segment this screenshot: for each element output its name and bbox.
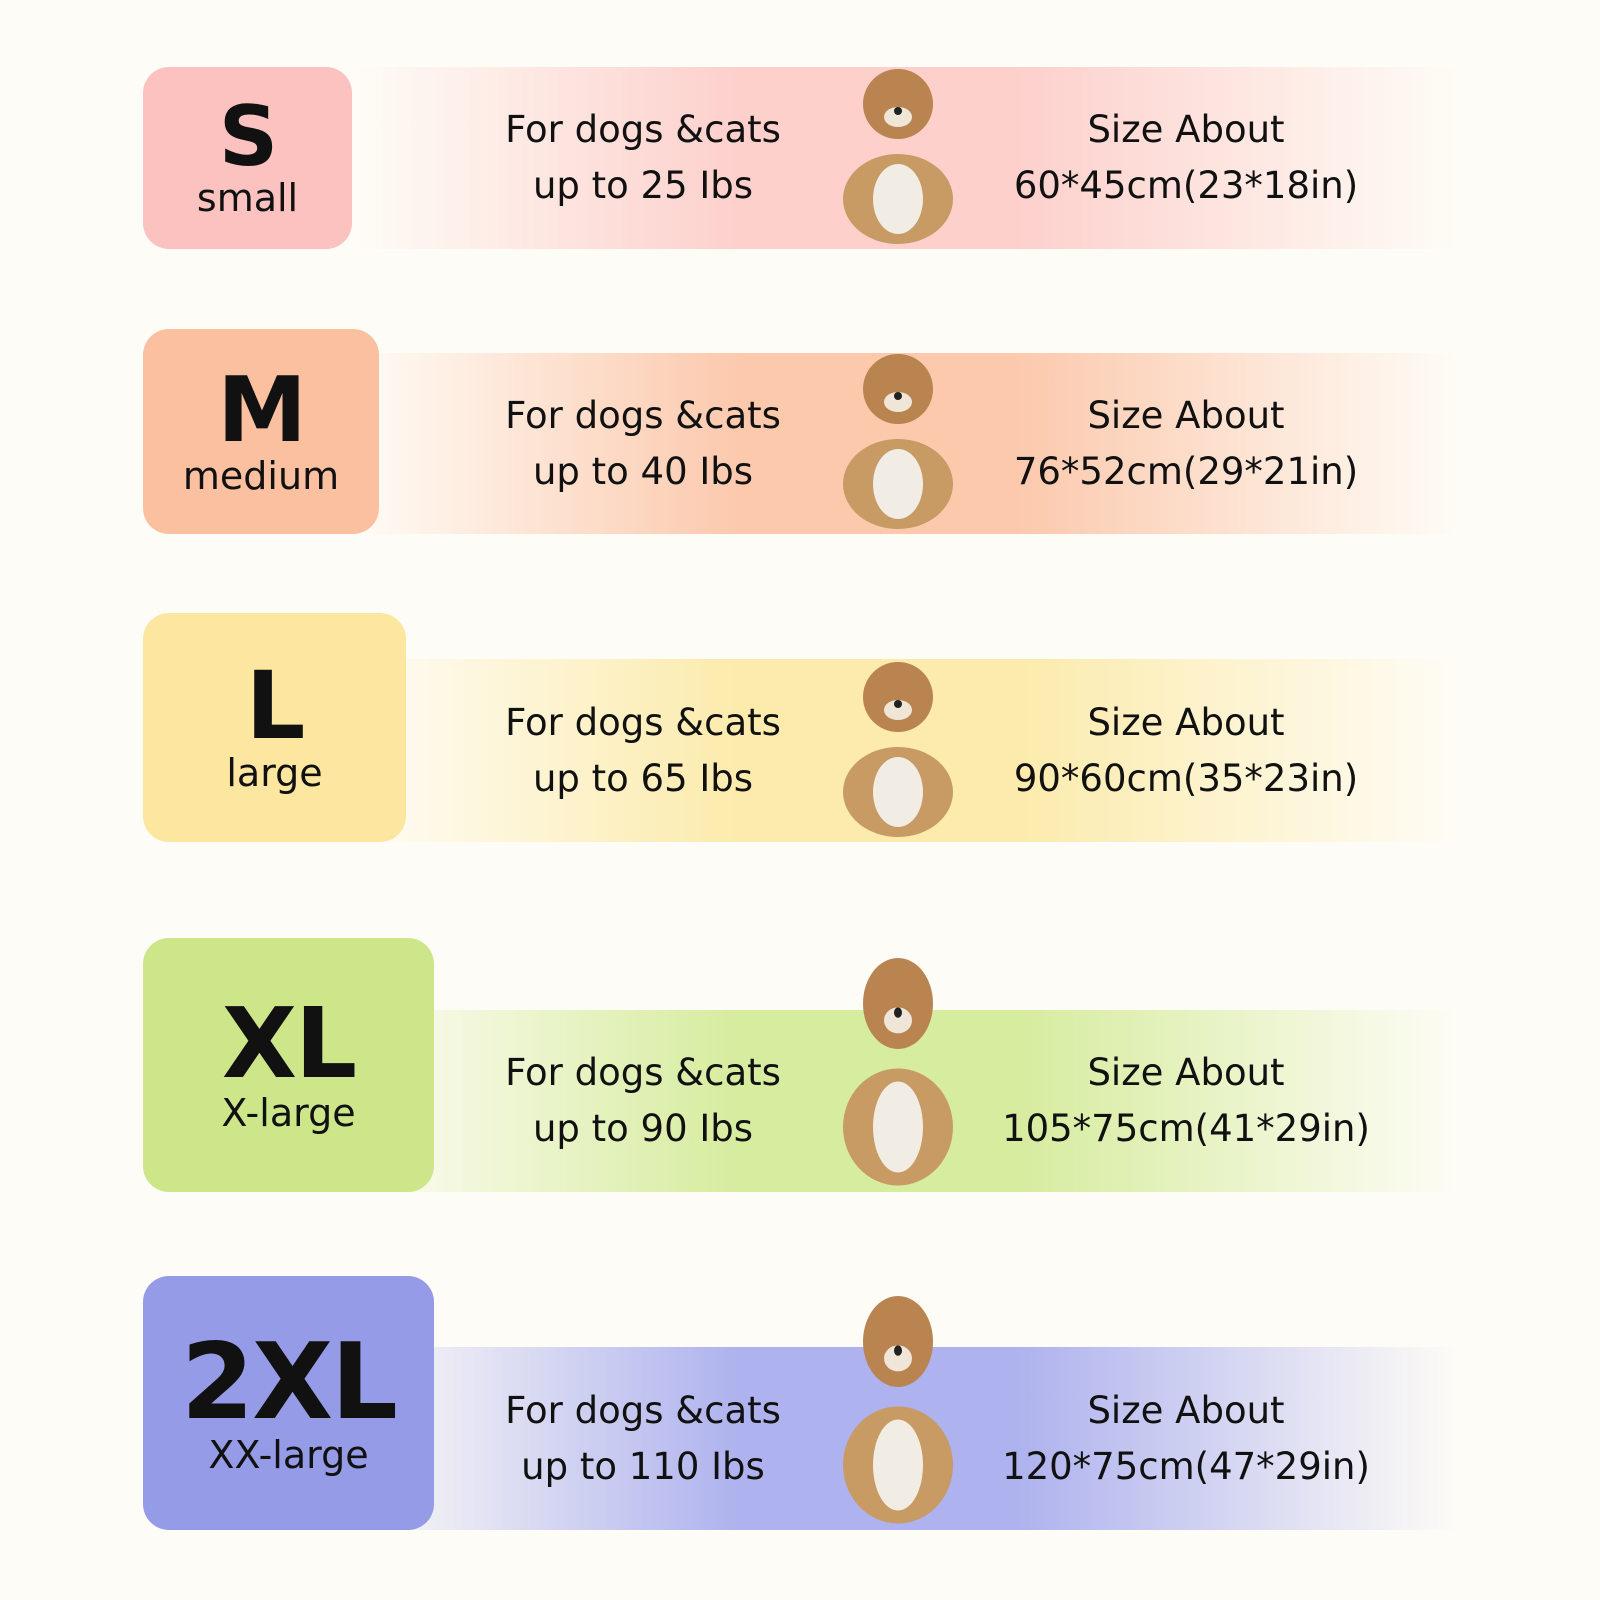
size-name: medium — [182, 453, 340, 498]
size-code: L — [245, 651, 306, 761]
capacity-line1: For dogs &cats — [505, 1388, 781, 1432]
capacity-line1: For dogs &cats — [505, 1051, 781, 1094]
size-dimensions: 120*75cm(47*29in) — [1002, 1444, 1370, 1488]
poodle-icon — [843, 69, 953, 244]
capacity-weight: up to 40 Ibs — [532, 449, 754, 493]
capacity-weight: up to 90 Ibs — [532, 1107, 754, 1150]
size-label: Size About — [1087, 1388, 1285, 1432]
size-name: large — [226, 751, 323, 796]
size-dimensions: 90*60cm(35*23in) — [1013, 756, 1359, 800]
size-badge: L large — [143, 613, 406, 842]
capacity-text: For dogs &cats up to 25 Ibs — [433, 102, 853, 214]
size-dimensions: 105*75cm(41*29in) — [1002, 1107, 1370, 1150]
size-badge: 2XL XX-large — [143, 1276, 434, 1530]
capacity-weight: up to 110 Ibs — [521, 1444, 765, 1488]
size-code: XL — [221, 986, 357, 1101]
dimension-text: Size About 90*60cm(35*23in) — [976, 695, 1396, 807]
capacity-weight: up to 65 Ibs — [532, 756, 754, 800]
size-dimensions: 60*45cm(23*18in) — [1013, 164, 1359, 207]
sheepdog-icon — [843, 662, 953, 837]
dimension-text: Size About 60*45cm(23*18in) — [976, 102, 1396, 214]
size-code: S — [218, 88, 278, 185]
size-label: Size About — [1087, 393, 1285, 437]
size-label: Size About — [1087, 108, 1285, 151]
size-name: small — [196, 176, 299, 221]
size-badge: S small — [143, 67, 352, 249]
size-name: X-large — [221, 1090, 356, 1135]
capacity-text: For dogs &cats up to 40 Ibs — [433, 388, 853, 500]
capacity-weight: up to 25 Ibs — [532, 164, 754, 207]
dimension-text: Size About 120*75cm(47*29in) — [976, 1383, 1396, 1495]
capacity-text: For dogs &cats up to 65 Ibs — [433, 695, 853, 807]
size-code: M — [217, 357, 307, 463]
size-label: Size About — [1087, 1051, 1285, 1094]
size-badge: XL X-large — [143, 938, 434, 1192]
capacity-text: For dogs &cats up to 110 Ibs — [433, 1383, 853, 1495]
dimension-text: Size About 76*52cm(29*21in) — [976, 388, 1396, 500]
size-dimensions: 76*52cm(29*21in) — [1013, 449, 1359, 493]
capacity-text: For dogs &cats up to 90 Ibs — [433, 1045, 853, 1157]
capacity-line1: For dogs &cats — [505, 700, 781, 744]
capacity-line1: For dogs &cats — [505, 393, 781, 437]
size-name: XX-large — [208, 1432, 369, 1477]
size-label: Size About — [1087, 700, 1285, 744]
capacity-line1: For dogs &cats — [505, 108, 781, 151]
corgi-icon — [843, 354, 953, 529]
dimension-text: Size About 105*75cm(41*29in) — [976, 1045, 1396, 1157]
border-collie-icon — [843, 958, 953, 1186]
labrador-icon — [843, 1296, 953, 1524]
size-badge: M medium — [143, 329, 379, 534]
size-code: 2XL — [181, 1320, 398, 1443]
